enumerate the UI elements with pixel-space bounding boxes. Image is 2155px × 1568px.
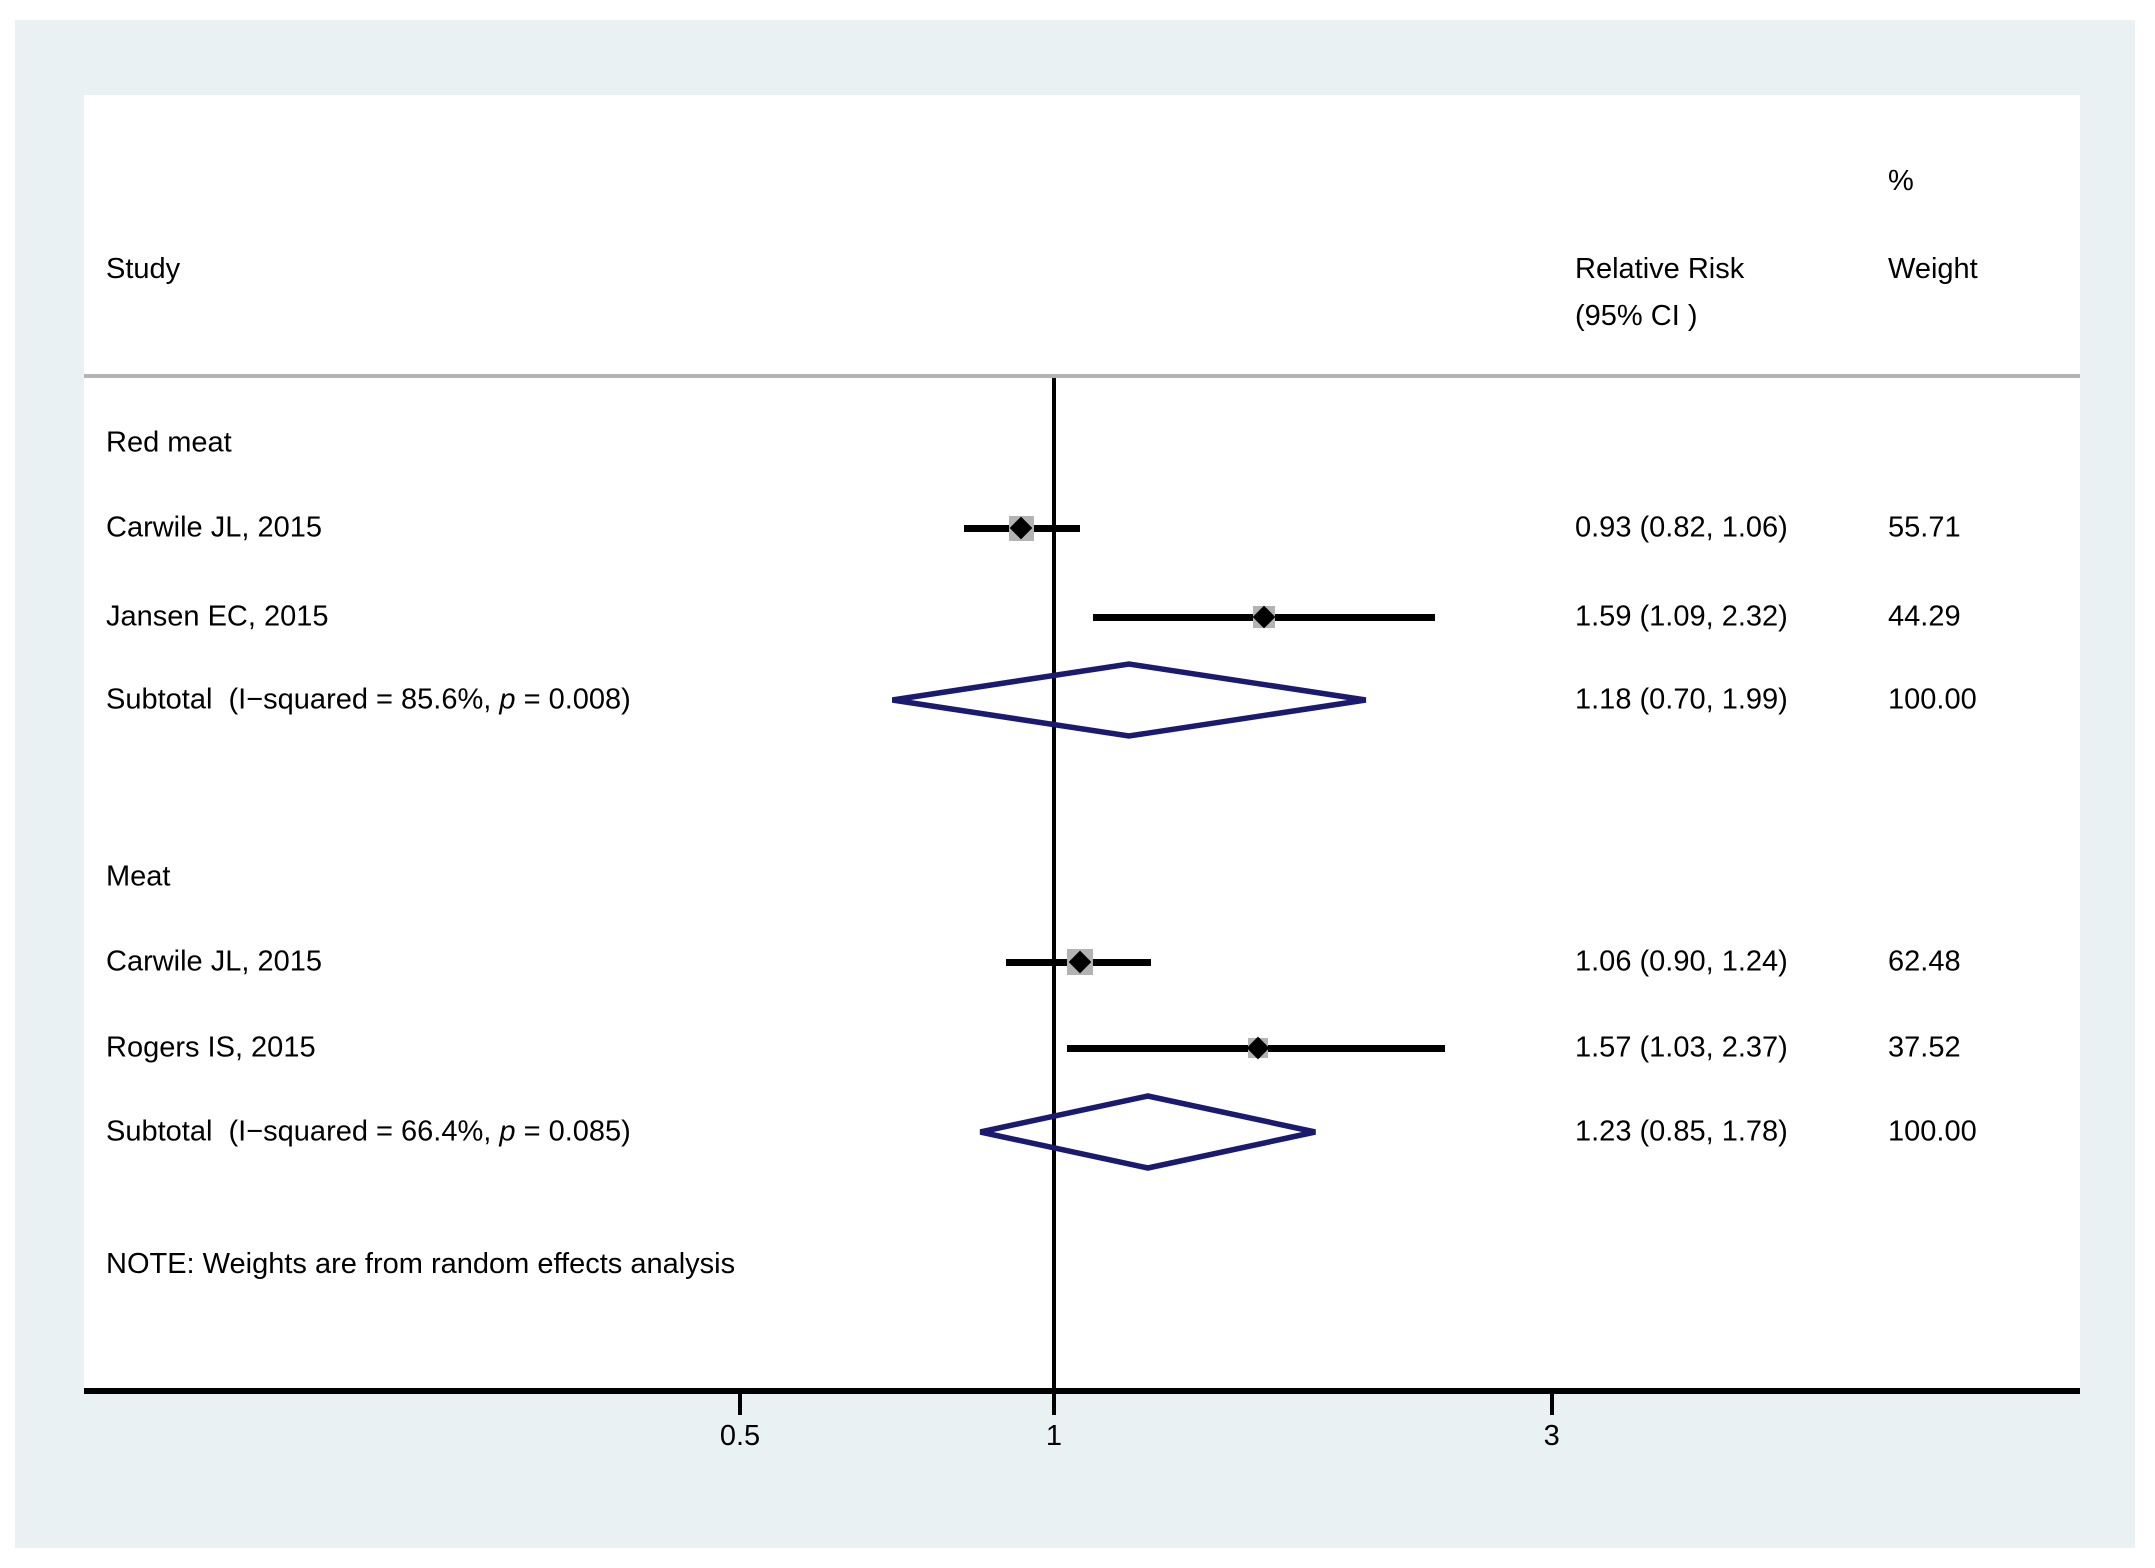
x-tick-mark — [1052, 1394, 1056, 1415]
x-tick-mark — [738, 1394, 742, 1415]
study-label: Carwile JL, 2015 — [106, 511, 322, 544]
table-row: Jansen EC, 2015 1.59 (1.09, 2.32) 44.29 — [0, 573, 2155, 661]
weight-value: 100.00 — [1888, 1115, 1977, 1148]
study-label: Jansen EC, 2015 — [106, 600, 329, 633]
axis-line — [84, 1388, 2080, 1394]
rr-ci-value: 1.57 (1.03, 2.37) — [1575, 1031, 1788, 1064]
weight-value: 44.29 — [1888, 600, 1961, 633]
column-header-study: Study — [106, 253, 181, 285]
subtotal-label: Subtotal (I−squared = 66.4%, p = 0.085) — [106, 1115, 631, 1148]
table-row: Carwile JL, 2015 1.06 (0.90, 1.24) 62.48 — [0, 918, 2155, 1006]
rr-ci-value: 0.93 (0.82, 1.06) — [1575, 511, 1788, 544]
group-label: Meat — [106, 860, 171, 893]
reference-line — [1052, 378, 1056, 1388]
rr-ci-value: 1.06 (0.90, 1.24) — [1575, 945, 1788, 978]
study-label: Carwile JL, 2015 — [106, 945, 322, 978]
summary-diamond — [892, 661, 1367, 739]
weight-value: 37.52 — [1888, 1031, 1961, 1064]
note-text: NOTE: Weights are from random effects an… — [106, 1248, 736, 1280]
table-row: Carwile JL, 2015 0.93 (0.82, 1.06) 55.71 — [0, 484, 2155, 572]
weight-value: 62.48 — [1888, 945, 1961, 978]
rr-ci-value: 1.23 (0.85, 1.78) — [1575, 1115, 1788, 1148]
x-tick-label: 0.5 — [719, 1420, 761, 1452]
subtotal-row: Subtotal (I−squared = 66.4%, p = 0.085) … — [0, 1088, 2155, 1176]
rr-ci-value: 1.59 (1.09, 2.32) — [1575, 600, 1788, 633]
group-header-row: Red meat — [0, 399, 2155, 487]
x-tick-label: 1 — [1045, 1420, 1063, 1452]
header-separator-line — [84, 374, 2080, 378]
group-label: Red meat — [106, 426, 232, 459]
group-header-row: Meat — [0, 833, 2155, 921]
column-header-percent: % — [1888, 165, 1914, 197]
subtotal-label: Subtotal (I−squared = 85.6%, p = 0.008) — [106, 683, 631, 716]
subtotal-row: Subtotal (I−squared = 85.6%, p = 0.008) … — [0, 656, 2155, 744]
weight-value: 100.00 — [1888, 683, 1977, 716]
x-tick-label: 3 — [1543, 1420, 1560, 1452]
weight-value: 55.71 — [1888, 511, 1961, 544]
column-header-ci: (95% CI ) — [1575, 300, 1698, 332]
study-label: Rogers IS, 2015 — [106, 1031, 316, 1064]
x-tick-mark — [1549, 1394, 1554, 1415]
column-header-weight: Weight — [1888, 253, 1978, 285]
plot-panel — [84, 95, 2080, 1390]
rr-ci-value: 1.18 (0.70, 1.99) — [1575, 683, 1788, 716]
summary-diamond — [979, 1093, 1316, 1171]
column-header-relative-risk: Relative Risk — [1575, 253, 1745, 285]
table-row: Rogers IS, 2015 1.57 (1.03, 2.37) 37.52 — [0, 1004, 2155, 1092]
